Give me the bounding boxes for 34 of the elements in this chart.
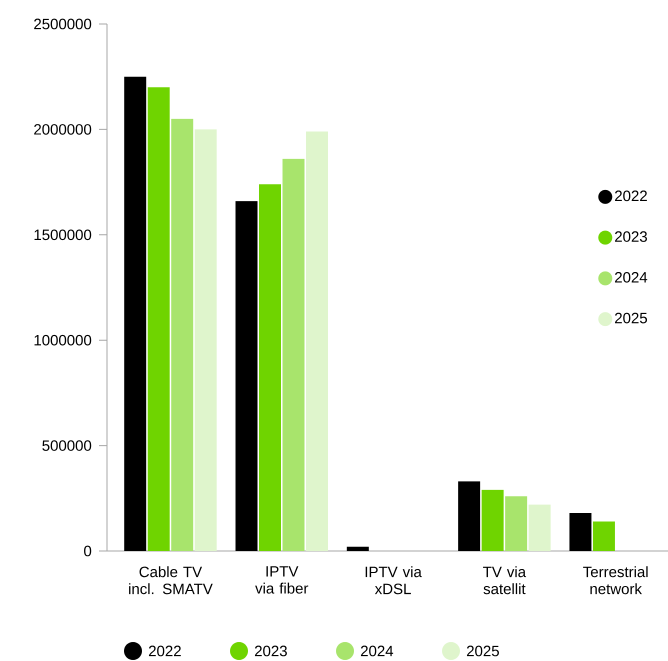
bar [505,496,528,551]
legend-label: 2025 [615,312,648,324]
bar [124,76,146,551]
bar [458,481,480,551]
bar [306,132,328,551]
y-tick-label: 0 [84,546,92,556]
bar [194,129,217,551]
bar [171,118,194,551]
y-tick-label: 2500000 [34,18,92,30]
x-tick-label: IPTV via fiber [255,566,308,594]
legend-label: 2024 [615,272,648,283]
x-tick-label: TV via satellit [483,566,526,594]
text: 2025 [466,646,499,656]
legend-label: 2023 [615,231,647,242]
text: 2022 [148,646,181,656]
y-tick-label: 500000 [42,440,92,451]
legend-label: 2022 [615,190,647,202]
bar [148,87,170,551]
bar [236,201,258,551]
text: 2023 [254,646,287,656]
text: 2024 [360,646,394,656]
bar [482,490,504,551]
x-tick-label: Terrestrial network [583,566,648,594]
bar [528,504,551,551]
y-tick-label: 2000000 [34,124,92,135]
bar [346,546,369,551]
x-tick-label: IPTV via xDSL [366,566,422,594]
bar [592,521,615,551]
y-tick-label: 1500000 [34,229,92,240]
x-tick-label: Cable TV incl. SMATV [129,566,213,594]
bar [259,184,282,551]
bar [569,513,592,551]
bar [282,158,305,551]
y-tick-label: 1000000 [34,334,92,346]
